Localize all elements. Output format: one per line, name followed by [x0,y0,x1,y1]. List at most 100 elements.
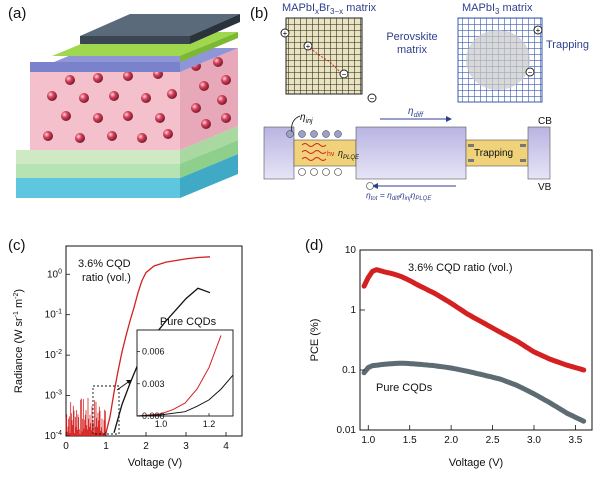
eta-diff-sub: diff [414,112,424,119]
perovskite-layer-front [30,72,180,150]
quantum-dot [65,75,75,85]
band-right [527,126,551,180]
pure-matrix-label-suffix: matrix [499,2,533,14]
series-point-1 [465,369,470,374]
x-tick-label: 3.0 [527,435,541,446]
y-tick-label: 0.01 [337,425,357,436]
eta-tot-rest-sub3: PLQE [415,196,432,202]
substrate-layer-front [16,178,180,198]
plot-d-pure-label: Pure CQDs [376,382,433,394]
inset-y-tick-label: 0.003 [142,379,165,389]
x-tick-label: 1 [103,441,109,452]
plot-c-annotation-line2: ratio (vol.) [82,272,131,284]
series-point-1 [416,362,420,366]
series-point-1 [432,363,437,368]
band-diagram: CB VB Trapping hν [263,106,552,202]
band-hole [322,168,330,176]
quantum-dot [213,57,223,67]
eta-inj-sub: inj [306,118,313,125]
inset-y-tick-label: 0.006 [142,347,165,357]
series-point-0 [407,278,412,283]
series-line-0 [105,256,211,433]
band-electron [286,130,294,138]
eta-inj-arrow [291,115,301,133]
series-point-0 [499,330,503,335]
quantum-dot [141,93,151,103]
series-point-0 [374,267,379,272]
x-tick-label: 1.0 [361,435,375,446]
inset-x-tick-label: 1.0 [155,419,168,429]
pure-matrix-hole [533,25,543,35]
plot-c-ylabel-mid: m [13,299,25,311]
series-point-0 [399,274,404,279]
mixed-matrix-hole-2-plus: + [306,42,311,51]
series-point-1 [366,365,371,370]
trap-marker [520,159,526,162]
series-point-0 [482,321,487,326]
y-tick-base: 10 [45,431,57,442]
plot-c-area [65,256,211,436]
quantum-dot [93,113,103,123]
band-electron [322,130,330,138]
y-tick-label: 0.1 [342,365,356,376]
series-point-1 [407,361,412,366]
x-tick-label: 4 [223,441,229,452]
eta-inj-symbol: η [300,112,306,123]
substrate-layer-side [180,154,238,198]
panel-d-label: (d) [305,237,323,254]
pure-matrix-electron [525,67,535,77]
mixed-matrix-hole [280,28,290,38]
quantum-dot [43,131,53,141]
series-point-1 [482,373,487,377]
plot-c-ylabel-main: Radiance (W sr [13,317,25,393]
trap-marker [468,159,474,162]
electrode-top [80,14,240,36]
eta-tot-label: ηtot = ηdiffηinjηPLQE [366,190,432,202]
panel-a-label: (a) [8,5,26,22]
panel-b-label: (b) [250,5,268,22]
series-point-0 [366,275,371,280]
series-point-1 [391,361,395,366]
quantum-dot [167,89,177,99]
panel-a: (a) [8,5,240,198]
eta-tot-arrowhead [372,183,378,189]
y-tick-exponent: -3 [56,390,62,397]
plot-c-ylabel-end: ) [13,289,25,293]
quantum-dot [93,73,103,83]
y-tick-exponent: -1 [56,309,62,316]
perovskite-matrix-line1: Perovskite [386,31,437,43]
y-tick-label: 10-4 [45,430,62,442]
eta-tot-rest3: η [411,190,416,200]
eta-diff-symbol: η [408,106,414,117]
series-point-0 [383,270,387,274]
y-tick-exponent: -2 [56,349,62,356]
band-hole [310,168,318,176]
band-electrons [286,130,342,138]
mixed-matrix-label-main: MAPbI [282,2,315,14]
inset-y-tick-label: 0.000 [142,411,165,421]
band-hole-right [366,182,374,190]
series-point-1 [399,361,404,365]
mixed-matrix-label-suffix: matrix [343,2,377,14]
vb-label: VB [538,182,552,193]
series-point-1 [548,401,553,405]
quantum-dot [137,133,147,143]
series-point-0 [465,312,470,317]
mixed-matrix-grid [285,17,363,95]
y-tick-base: 10 [45,350,57,361]
mixed-matrix-hole-plus: + [283,29,288,38]
eta-diff-arrowhead [446,116,452,122]
inset-label: Pure CQDs [160,316,217,328]
eta-tot-sub: tot [371,196,378,202]
mixed-matrix-label-sub2: 3−x [330,7,343,16]
series-point-0 [362,284,366,288]
y-tick-exponent: 0 [58,268,62,275]
quantum-dot [75,133,85,143]
plot-c-frame [65,245,243,437]
pure-matrix-label: MAPbI3 matrix [462,2,533,16]
plot-c-annotation-line1: 3.6% CQD [78,258,131,270]
zoom-box [92,385,120,435]
electrode-front [80,36,190,44]
